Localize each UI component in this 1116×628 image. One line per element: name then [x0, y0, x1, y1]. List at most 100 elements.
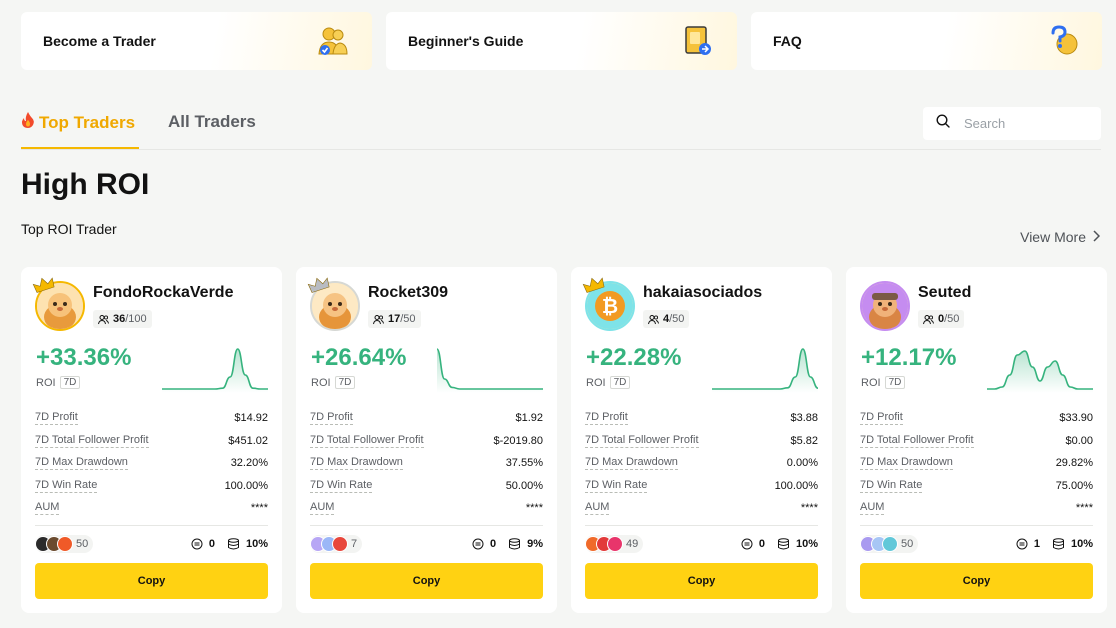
stat-label[interactable]: 7D Max Drawdown [860, 456, 953, 471]
trader-tabs: Top Traders All Traders [21, 100, 1101, 150]
stat-row: 7D Profit $33.90 [860, 407, 1093, 430]
stat-row: 7D Win Rate 100.00% [585, 475, 818, 498]
stat-label[interactable]: 7D Win Rate [585, 478, 648, 493]
avatar-wrap[interactable] [307, 277, 360, 331]
stat-value: $14.92 [234, 412, 268, 425]
avatar-wrap[interactable] [860, 281, 910, 331]
stat-row: AUM **** [585, 497, 818, 520]
stat-value: 75.00% [1055, 479, 1093, 492]
copiers-count: 49 [626, 538, 639, 550]
stat-value: **** [800, 502, 818, 515]
roi-label-row: ROI 7D [586, 376, 631, 389]
search-input[interactable] [964, 116, 1084, 131]
stat-label[interactable]: 7D Profit [310, 411, 353, 426]
comment-icon [741, 538, 753, 550]
stat-label[interactable]: 7D Total Follower Profit [585, 433, 699, 448]
trader-name[interactable]: Seuted [918, 284, 972, 301]
followers-icon [923, 314, 934, 324]
followers-badge: 0/50 [918, 310, 965, 328]
crown-icon [32, 277, 55, 293]
copy-button[interactable]: Copy [310, 563, 543, 599]
stat-label[interactable]: 7D Total Follower Profit [310, 433, 424, 448]
stat-label[interactable]: 7D Win Rate [860, 478, 923, 493]
sparkline-area [162, 349, 268, 393]
stat-value: 0.00% [786, 457, 818, 470]
stat-label[interactable]: AUM [35, 501, 60, 516]
banner-label: Become a Trader [43, 33, 156, 49]
stat-label[interactable]: AUM [860, 501, 885, 516]
followers-badge: 17/50 [368, 310, 421, 328]
stat-label[interactable]: 7D Max Drawdown [310, 456, 403, 471]
copy-button[interactable]: Copy [860, 563, 1093, 599]
stat-label[interactable]: 7D Profit [860, 411, 903, 426]
stat-label[interactable]: AUM [585, 501, 610, 516]
stat-row: 7D Total Follower Profit $451.02 [35, 430, 268, 453]
stat-value: $1.92 [515, 412, 543, 425]
trader-badge-icon [316, 24, 350, 58]
trader-name[interactable]: hakaiasociados [643, 284, 763, 301]
stat-label[interactable]: 7D Win Rate [310, 478, 373, 493]
avatar [310, 281, 360, 331]
banner-label: Beginner's Guide [408, 33, 524, 49]
copiers-avatars[interactable]: 50 [860, 535, 919, 553]
banner-beginners-guide[interactable]: Beginner's Guide [386, 12, 737, 70]
trader-card[interactable]: Seuted 0/50 +12.17% ROI 7D 7D Profit $33.… [846, 267, 1107, 613]
trader-card[interactable]: ₿ hakaiasociados 4/50 +22.28% ROI 7D 7D … [571, 267, 832, 613]
stat-label[interactable]: 7D Total Follower Profit [35, 433, 149, 448]
card-meta: 0 10% [741, 538, 818, 550]
card-meta: 1 10% [1016, 538, 1093, 550]
trader-name[interactable]: FondoRockaVerde [93, 284, 234, 301]
crown-icon [582, 277, 605, 293]
stat-label[interactable]: 7D Max Drawdown [35, 456, 128, 471]
roi-label: ROI [311, 376, 331, 389]
trader-name[interactable]: Rocket309 [368, 284, 449, 301]
roi-sparkline [437, 348, 543, 393]
card-meta: 0 10% [191, 538, 268, 550]
avatar [35, 281, 85, 331]
tab-label: Top Traders [39, 112, 136, 132]
copiers-avatars[interactable]: 7 [310, 535, 363, 553]
tab-top-traders[interactable]: Top Traders [21, 112, 135, 133]
followers-icon [373, 314, 384, 324]
roi-period-badge: 7D [334, 376, 356, 389]
roi-label: ROI [586, 376, 606, 389]
copy-button[interactable]: Copy [585, 563, 818, 599]
trader-card[interactable]: Rocket309 17/50 +26.64% ROI 7D 7D Profit… [296, 267, 557, 613]
sparkline-line [437, 348, 543, 390]
section-title: High ROI [21, 168, 150, 201]
stat-label[interactable]: 7D Max Drawdown [585, 456, 678, 471]
sparkline-area [712, 349, 818, 393]
banner-faq[interactable]: FAQ [751, 12, 1102, 70]
copy-button[interactable]: Copy [35, 563, 268, 599]
copiers-avatars[interactable]: 49 [585, 535, 644, 553]
roi-label: ROI [861, 376, 881, 389]
trader-card[interactable]: FondoRockaVerde 36/100 +33.36% ROI 7D 7D… [21, 267, 282, 613]
view-more-link[interactable]: View More [1020, 229, 1101, 245]
stat-label[interactable]: 7D Total Follower Profit [860, 433, 974, 448]
search-box[interactable] [923, 107, 1101, 140]
stat-row: AUM **** [35, 497, 268, 520]
roi-label-row: ROI 7D [861, 376, 906, 389]
stat-value: $451.02 [228, 434, 268, 447]
profit-share: 10% [245, 538, 268, 550]
svg-text:₿: ₿ [602, 294, 618, 318]
profit-share: 10% [1070, 538, 1093, 550]
stat-label[interactable]: 7D Profit [35, 411, 78, 426]
stat-label[interactable]: AUM [310, 501, 335, 516]
avatar-wrap[interactable]: ₿ [582, 277, 635, 331]
divider [585, 525, 818, 526]
roi-sparkline [162, 348, 268, 393]
stat-value: $33.90 [1059, 412, 1093, 425]
card-footer: 7 0 9% [310, 535, 543, 553]
followers-current: 36 [113, 313, 126, 325]
avatar-wrap[interactable] [32, 277, 85, 331]
banner-become-trader[interactable]: Become a Trader [21, 12, 372, 70]
copier-avatar [332, 536, 348, 552]
stat-label[interactable]: 7D Profit [585, 411, 628, 426]
copiers-avatars[interactable]: 50 [35, 535, 94, 553]
stat-value: **** [525, 502, 543, 515]
tab-all-traders[interactable]: All Traders [168, 112, 256, 131]
stat-label[interactable]: 7D Win Rate [35, 478, 98, 493]
roi-period-badge: 7D [609, 376, 631, 389]
stat-row: AUM **** [860, 497, 1093, 520]
